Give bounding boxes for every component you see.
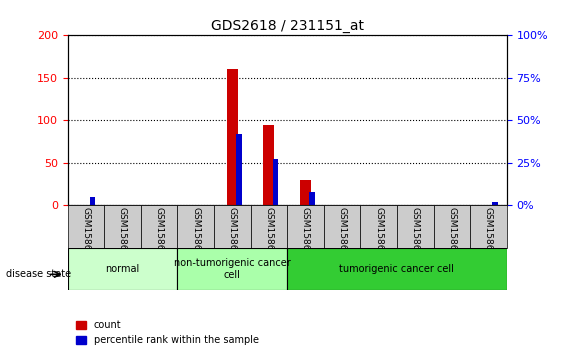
Text: GSM158656: GSM158656 xyxy=(82,207,90,262)
FancyBboxPatch shape xyxy=(177,248,287,290)
FancyBboxPatch shape xyxy=(251,205,287,248)
Text: non-tumorigenic cancer
cell: non-tumorigenic cancer cell xyxy=(174,258,291,280)
FancyBboxPatch shape xyxy=(68,205,104,248)
Bar xyxy=(300,180,311,205)
Text: GSM158657: GSM158657 xyxy=(118,207,127,262)
FancyBboxPatch shape xyxy=(470,205,507,248)
Bar xyxy=(236,134,242,205)
Text: GSM158648: GSM158648 xyxy=(191,207,200,262)
Title: GDS2618 / 231151_at: GDS2618 / 231151_at xyxy=(211,19,364,33)
Text: GSM158653: GSM158653 xyxy=(411,207,419,262)
FancyBboxPatch shape xyxy=(177,205,214,248)
FancyBboxPatch shape xyxy=(68,248,177,290)
Bar xyxy=(272,159,278,205)
Bar xyxy=(90,197,95,205)
Text: GSM158650: GSM158650 xyxy=(228,207,236,262)
FancyBboxPatch shape xyxy=(360,205,397,248)
FancyBboxPatch shape xyxy=(287,205,324,248)
Text: disease state: disease state xyxy=(6,269,71,279)
Text: GSM158651: GSM158651 xyxy=(374,207,383,262)
FancyBboxPatch shape xyxy=(287,248,507,290)
FancyBboxPatch shape xyxy=(104,205,141,248)
FancyBboxPatch shape xyxy=(397,205,434,248)
Bar xyxy=(227,69,238,205)
Text: GSM158658: GSM158658 xyxy=(155,207,163,262)
Text: GSM158647: GSM158647 xyxy=(301,207,310,262)
Bar xyxy=(263,125,274,205)
Text: GSM158649: GSM158649 xyxy=(338,207,346,262)
Bar xyxy=(492,202,498,205)
Legend: count, percentile rank within the sample: count, percentile rank within the sample xyxy=(73,316,263,349)
Bar xyxy=(309,192,315,205)
Text: GSM158652: GSM158652 xyxy=(265,207,273,262)
Text: tumorigenic cancer cell: tumorigenic cancer cell xyxy=(339,264,454,274)
FancyBboxPatch shape xyxy=(434,205,470,248)
Text: GSM158654: GSM158654 xyxy=(448,207,456,262)
Text: GSM158655: GSM158655 xyxy=(484,207,493,262)
FancyBboxPatch shape xyxy=(214,205,251,248)
FancyBboxPatch shape xyxy=(324,205,360,248)
Text: normal: normal xyxy=(105,264,140,274)
FancyBboxPatch shape xyxy=(141,205,177,248)
